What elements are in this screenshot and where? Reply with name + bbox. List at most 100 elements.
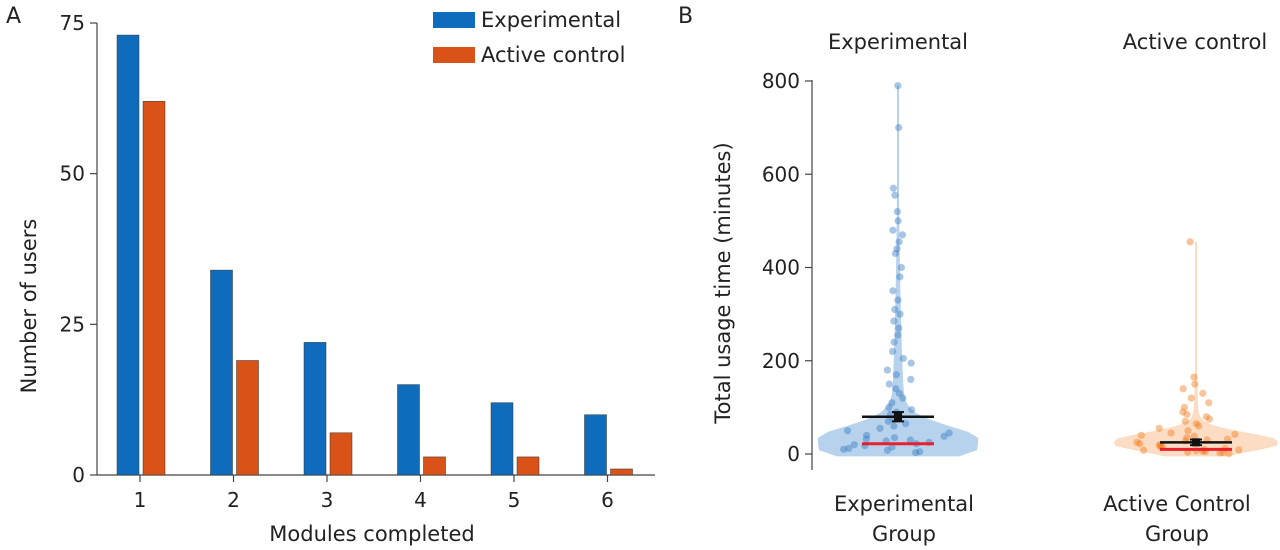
- legend-swatch-experimental: [433, 12, 475, 28]
- data-point: [1180, 403, 1189, 411]
- data-point: [907, 375, 915, 383]
- data-point: [897, 263, 905, 272]
- panel-b-label: B: [678, 4, 693, 29]
- data-point: [893, 207, 901, 216]
- data-point: [895, 238, 903, 246]
- legend: Experimental Active control: [433, 8, 625, 67]
- data-point: [876, 424, 884, 432]
- data-point: [1195, 422, 1203, 430]
- data-point: [1186, 238, 1194, 246]
- bar-active-control-3: [329, 432, 353, 476]
- data-point: [896, 310, 904, 318]
- data-point: [893, 245, 901, 253]
- data-point: [896, 273, 904, 281]
- data-point: [895, 324, 903, 332]
- y-tick-label: 50: [60, 162, 85, 186]
- bar-experimental-5: [490, 402, 514, 476]
- y-tick-label: 75: [60, 11, 85, 35]
- data-point: [890, 422, 898, 430]
- legend-label-experimental: Experimental: [481, 8, 621, 32]
- y-ticks: 0 200 400 600 800: [762, 69, 812, 466]
- group-title-active-control: Active control: [1123, 30, 1267, 54]
- group-xlabel-active-control-line2: Group: [1145, 522, 1209, 546]
- data-point: [840, 445, 848, 453]
- data-point: [850, 441, 858, 449]
- data-point: [1183, 434, 1191, 442]
- data-point: [1187, 394, 1195, 402]
- data-point: [1224, 435, 1232, 443]
- data-point: [891, 305, 899, 314]
- data-point: [1235, 446, 1243, 454]
- panel-b: B Total usage time (minutes) 0 200 400 600 8…: [678, 4, 1278, 546]
- data-point: [885, 380, 893, 388]
- bar-active-control-5: [516, 456, 540, 476]
- data-point: [1190, 373, 1198, 381]
- data-point: [907, 359, 915, 367]
- data-point: [892, 385, 900, 393]
- bars: [116, 34, 633, 476]
- data-point: [1155, 424, 1163, 432]
- bar-active-control-1: [142, 101, 166, 476]
- group-xlabel-active-control-line1: Active Control: [1103, 492, 1251, 516]
- data-point: [892, 371, 901, 379]
- violin-body: [1114, 241, 1278, 457]
- y-axis-label: Total usage time (minutes): [711, 142, 735, 424]
- data-point: [1179, 408, 1187, 416]
- y-tick-label: 800: [762, 69, 800, 93]
- data-point: [916, 448, 924, 456]
- y-tick-label: 600: [762, 162, 800, 186]
- violin-group-0: [818, 82, 978, 457]
- data-point: [889, 347, 897, 356]
- data-point: [895, 389, 904, 397]
- data-point: [1183, 410, 1191, 418]
- legend-label-active-control: Active control: [481, 43, 625, 67]
- data-point: [899, 394, 907, 402]
- data-point: [884, 417, 892, 425]
- data-point: [898, 231, 907, 239]
- data-point: [890, 434, 899, 442]
- y-tick-label: 0: [72, 463, 85, 487]
- x-axis-label: Modules completed: [269, 522, 474, 546]
- data-point: [843, 427, 852, 435]
- data-point: [1202, 413, 1210, 421]
- data-point: [888, 399, 896, 407]
- data-point: [890, 317, 898, 325]
- data-point: [1205, 399, 1213, 407]
- violin-group-1: [1114, 238, 1278, 458]
- bar-experimental-3: [303, 342, 327, 476]
- x-tick-label: 6: [601, 488, 614, 512]
- violins: [818, 82, 1278, 458]
- legend-swatch-active-control: [433, 47, 475, 63]
- data-point: [1231, 430, 1239, 439]
- data-point: [1179, 385, 1187, 393]
- mean-marker: [1192, 438, 1200, 447]
- data-point: [907, 406, 916, 414]
- data-point: [1181, 417, 1189, 425]
- group-xlabel-experimental-line1: Experimental: [834, 492, 974, 516]
- data-point: [1216, 449, 1224, 457]
- data-point: [894, 296, 902, 304]
- x-tick-label: 1: [134, 488, 147, 512]
- x-tick-label: 2: [227, 488, 240, 512]
- bar-experimental-4: [397, 384, 420, 476]
- data-point: [883, 366, 891, 374]
- data-point: [1190, 432, 1198, 440]
- data-point: [1184, 427, 1192, 435]
- data-point: [894, 217, 902, 225]
- x-tick-label: 4: [414, 488, 427, 512]
- data-point: [895, 124, 903, 132]
- group-xlabel-experimental-line2: Group: [872, 522, 936, 546]
- mean-marker: [894, 412, 902, 421]
- data-point: [940, 432, 948, 440]
- data-point: [1139, 446, 1148, 454]
- y-tick-label: 400: [762, 256, 800, 280]
- bar-experimental-6: [584, 414, 607, 476]
- bar-experimental-1: [116, 34, 140, 476]
- data-point: [1192, 420, 1201, 428]
- data-point: [894, 331, 902, 339]
- data-point: [1137, 431, 1145, 439]
- data-point: [845, 444, 853, 453]
- data-point: [891, 191, 899, 199]
- bar-active-control-2: [236, 360, 259, 476]
- panel-a-label: A: [6, 4, 21, 29]
